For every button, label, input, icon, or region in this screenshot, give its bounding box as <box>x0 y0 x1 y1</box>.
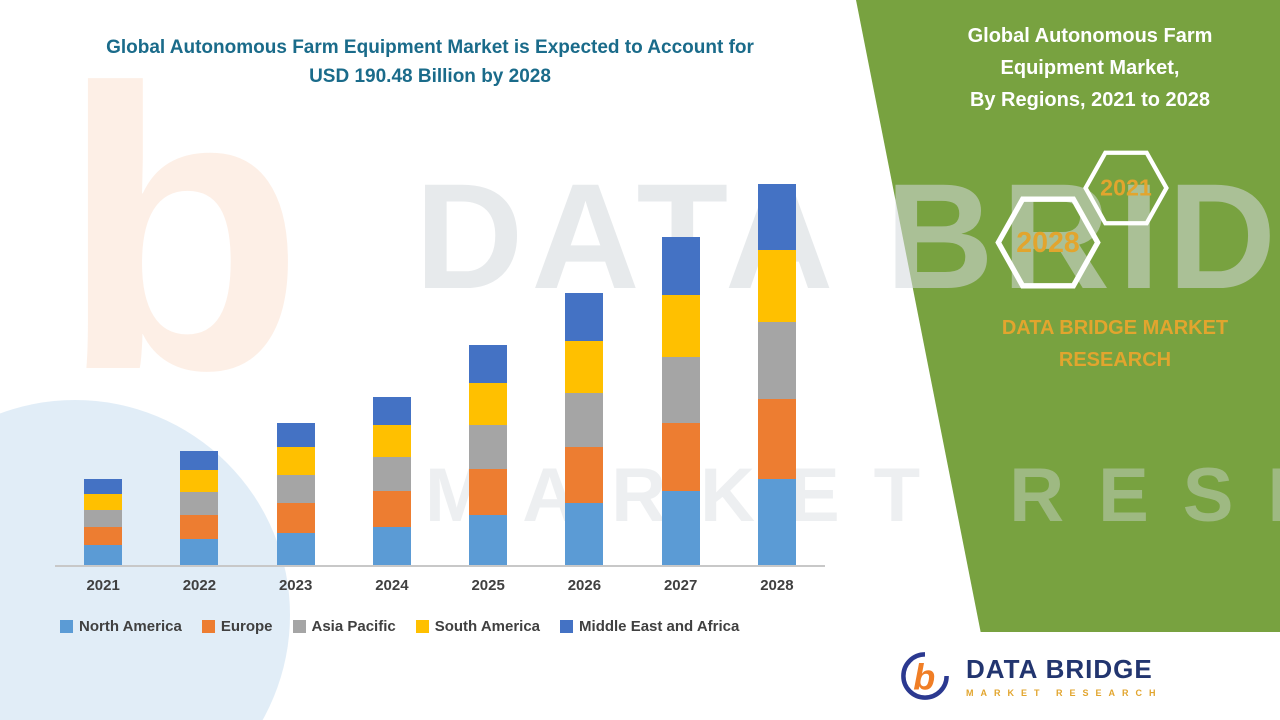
bar-segment-middle-east-and-africa <box>84 479 123 494</box>
footer-brand-name: DATA BRIDGE <box>966 654 1153 684</box>
bar-segment-asia-pacific <box>661 357 700 423</box>
bar-segment-north-america <box>372 527 411 565</box>
x-axis-label: 2028 <box>760 577 794 594</box>
bar-segment-middle-east-and-africa <box>372 397 411 425</box>
side-panel-heading-line2: Equipment Market, <box>1000 57 1180 79</box>
side-panel-heading-line3: By Regions, 2021 to 2028 <box>969 89 1211 111</box>
stacked-bar-2027 <box>661 237 700 565</box>
x-axis-label: 2021 <box>86 577 120 594</box>
bar-segment-north-america <box>276 533 315 565</box>
side-panel-heading-line1: Global Autonomous Farm <box>967 25 1213 47</box>
bar-segment-north-america <box>180 539 219 565</box>
side-panel-brand-line1: DATA BRIDGE MARKET <box>1001 317 1229 339</box>
bar-segment-asia-pacific <box>84 510 123 527</box>
hexagon-year-label: 2021 <box>1100 175 1152 201</box>
bar-segment-south-america <box>469 383 508 425</box>
hexagon-year-label: 2028 <box>1016 227 1079 259</box>
footer-brand-subtitle: MARKET RESEARCH <box>966 688 1163 698</box>
hexagon-outline <box>1083 150 1169 226</box>
legend-swatch <box>201 620 215 633</box>
side-panel-brand-line2: RESEARCH <box>1058 349 1172 371</box>
x-axis-label: 2026 <box>567 577 602 594</box>
bar-segment-asia-pacific <box>757 322 796 399</box>
bar-segment-europe <box>661 423 700 491</box>
bar-segment-middle-east-and-africa <box>180 451 219 470</box>
x-axis-label: 2025 <box>471 577 505 594</box>
legend-label: Asia Pacific <box>311 618 396 635</box>
bar-segment-europe <box>276 503 315 533</box>
x-axis-line <box>55 565 825 567</box>
bar-segment-south-america <box>372 425 411 457</box>
stacked-bar-2028 <box>757 184 796 565</box>
x-axis-labels: 2021 2022 2023 2024 2025 2026 2027 2028 <box>55 577 825 594</box>
bar-segment-asia-pacific <box>180 492 219 515</box>
x-axis-label: 2023 <box>278 577 313 594</box>
bar-segment-south-america <box>180 470 219 492</box>
legend-label: North America <box>79 618 182 635</box>
stacked-bar-2022 <box>180 451 219 565</box>
bar-segment-north-america <box>661 491 700 565</box>
bar-segment-middle-east-and-africa <box>661 237 700 295</box>
stacked-bar-2025 <box>469 345 508 565</box>
legend-label: Europe <box>220 618 273 635</box>
stacked-bar-2023 <box>276 423 315 565</box>
bar-segment-asia-pacific <box>565 393 604 447</box>
bar-segment-north-america <box>757 479 796 565</box>
bar-segment-south-america <box>661 295 700 357</box>
legend-label: Middle East and Africa <box>579 618 740 635</box>
bar-segment-north-america <box>469 515 508 565</box>
footer-brand-block: DATA BRIDGE MARKET RESEARCH <box>966 654 1163 698</box>
bar-segment-europe <box>565 447 604 503</box>
chart-title: Global Autonomous Farm Equipment Market … <box>20 33 840 92</box>
bar-segment-asia-pacific <box>469 425 508 469</box>
bar-segment-europe <box>372 491 411 527</box>
x-axis-label: 2027 <box>663 577 698 594</box>
legend-item-asia-pacific: Asia Pacific <box>292 618 396 635</box>
x-axis-label: 2024 <box>375 577 409 594</box>
hexagon-badge-2028: 2028 <box>995 196 1101 289</box>
hexagon-outline <box>995 196 1101 289</box>
footer-logo-band: b DATA BRIDGE MARKET RESEARCH <box>872 632 1280 720</box>
legend-item-middle-east-and-africa: Middle East and Africa <box>560 618 739 635</box>
legend-swatch <box>560 620 574 633</box>
bar-segment-asia-pacific <box>372 457 411 491</box>
bar-segment-north-america <box>84 545 123 565</box>
legend-item-south-america: South America <box>415 618 541 635</box>
chart-legend: North America Europe Asia Pacific South Ame… <box>60 618 739 635</box>
legend-item-north-america: North America <box>60 618 182 635</box>
bar-segment-middle-east-and-africa <box>757 184 796 250</box>
bar-segment-middle-east-and-africa <box>276 423 315 447</box>
bar-segment-middle-east-and-africa <box>469 345 508 383</box>
hexagon-badge-2021: 2021 <box>1083 150 1169 226</box>
bar-segment-south-america <box>276 447 315 475</box>
side-panel-heading: Global Autonomous Farm Equipment Market,… <box>915 20 1265 116</box>
bar-segment-asia-pacific <box>276 475 315 503</box>
bar-segment-south-america <box>84 494 123 510</box>
bar-segment-europe <box>469 469 508 515</box>
bars-row <box>55 165 825 565</box>
logo-blue-swoosh <box>901 652 949 700</box>
legend-label: South America <box>434 618 541 635</box>
chart-title-line2: USD 190.48 Billion by 2028 <box>309 66 551 88</box>
x-axis-label: 2022 <box>182 577 217 594</box>
side-panel-brand: DATA BRIDGE MARKET RESEARCH <box>950 312 1280 376</box>
bar-segment-south-america <box>565 341 604 393</box>
legend-swatch <box>292 620 306 633</box>
stacked-bar-2021 <box>84 479 123 565</box>
chart-title-line1: Global Autonomous Farm Equipment Market … <box>106 37 754 58</box>
stacked-bar-2026 <box>565 293 604 565</box>
bar-segment-middle-east-and-africa <box>565 293 604 341</box>
bar-segment-north-america <box>565 503 604 565</box>
legend-swatch <box>415 620 429 633</box>
legend-item-europe: Europe <box>201 618 273 635</box>
legend-swatch <box>60 620 73 633</box>
bar-segment-europe <box>757 399 796 479</box>
bar-segment-south-america <box>757 250 796 322</box>
bar-segment-europe <box>180 515 219 539</box>
databridge-logo-icon: b <box>901 652 949 700</box>
logo-b-letter: b <box>913 657 935 698</box>
stacked-bar-2024 <box>372 397 411 565</box>
bar-segment-europe <box>84 527 123 545</box>
